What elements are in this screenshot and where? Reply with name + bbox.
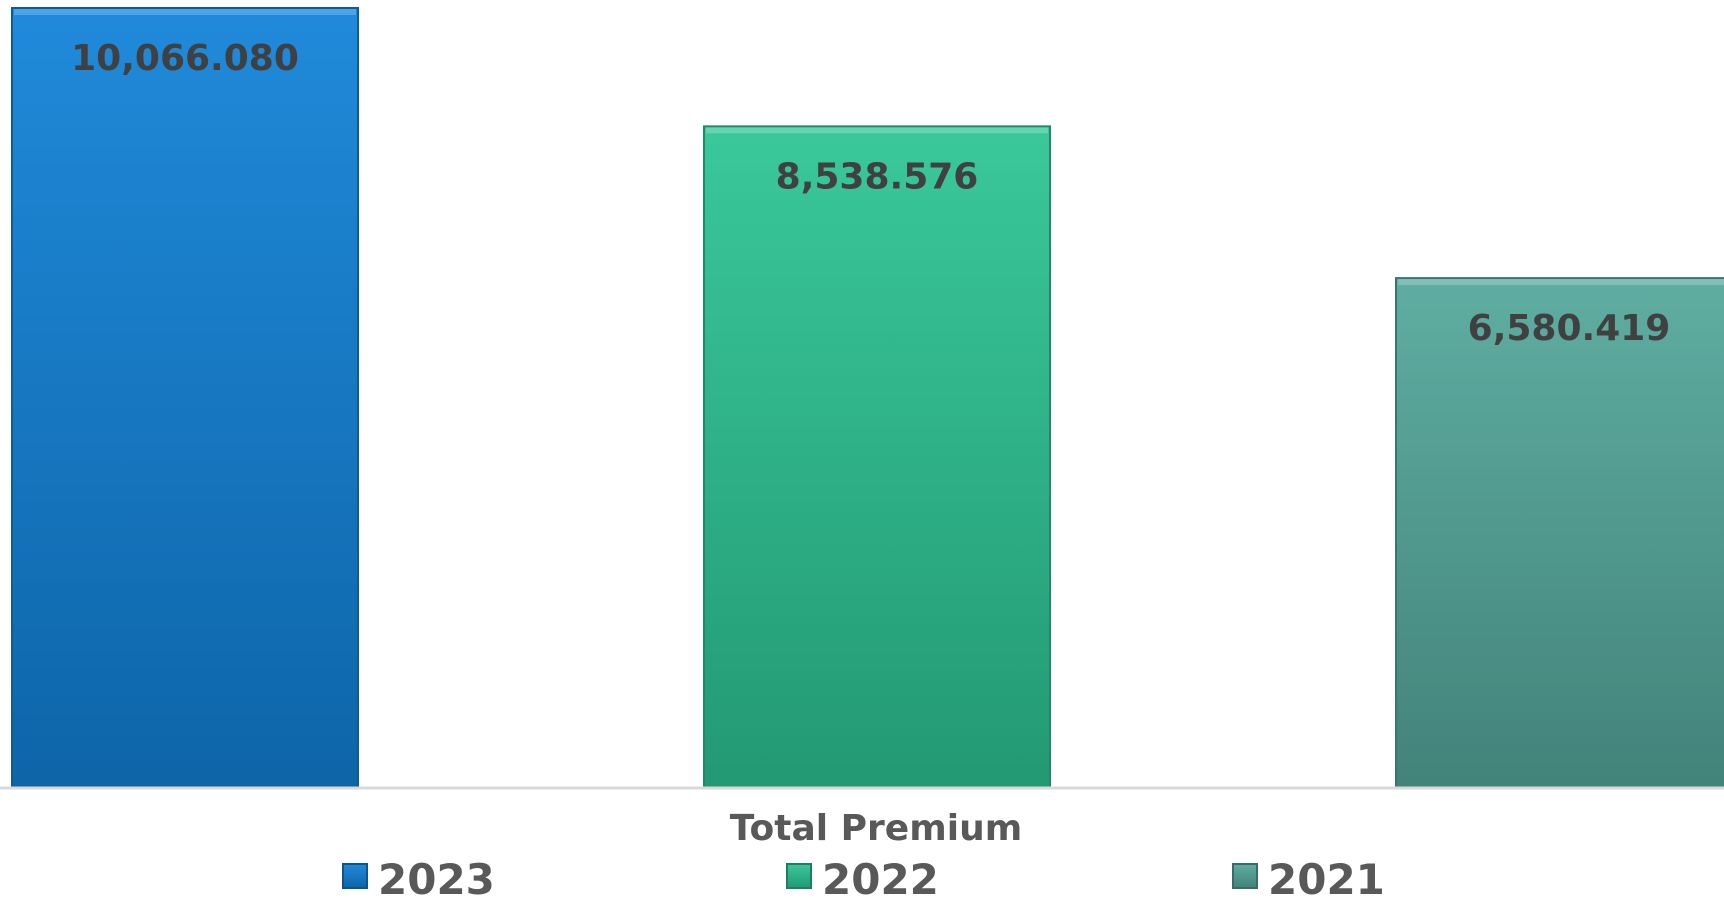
legend-label-2023: 2023	[378, 855, 495, 904]
bar-2021	[1395, 277, 1724, 789]
legend-label-2022: 2022	[822, 855, 939, 904]
legend-swatch-2023	[342, 863, 368, 889]
x-axis-label: Total Premium	[730, 808, 1022, 849]
bar-highlight-2022	[706, 127, 1048, 134]
bar-highlight-2023	[14, 9, 356, 15]
bar-2022	[703, 125, 1051, 790]
data-label-2021: 6,580.419	[1468, 308, 1671, 349]
legend-label-2021: 2021	[1268, 855, 1385, 904]
data-label-2022: 8,538.576	[776, 156, 979, 197]
bars-group: 10,066.080 8,538.576 6,580.419	[11, 7, 1724, 790]
bar-2023	[11, 7, 359, 789]
legend: 2023 2022 2021	[342, 855, 1385, 904]
bar-highlight-2021	[1398, 279, 1724, 286]
data-label-2023: 10,066.080	[71, 38, 299, 79]
legend-swatch-2021	[1232, 863, 1258, 889]
legend-swatch-2022	[786, 863, 812, 889]
